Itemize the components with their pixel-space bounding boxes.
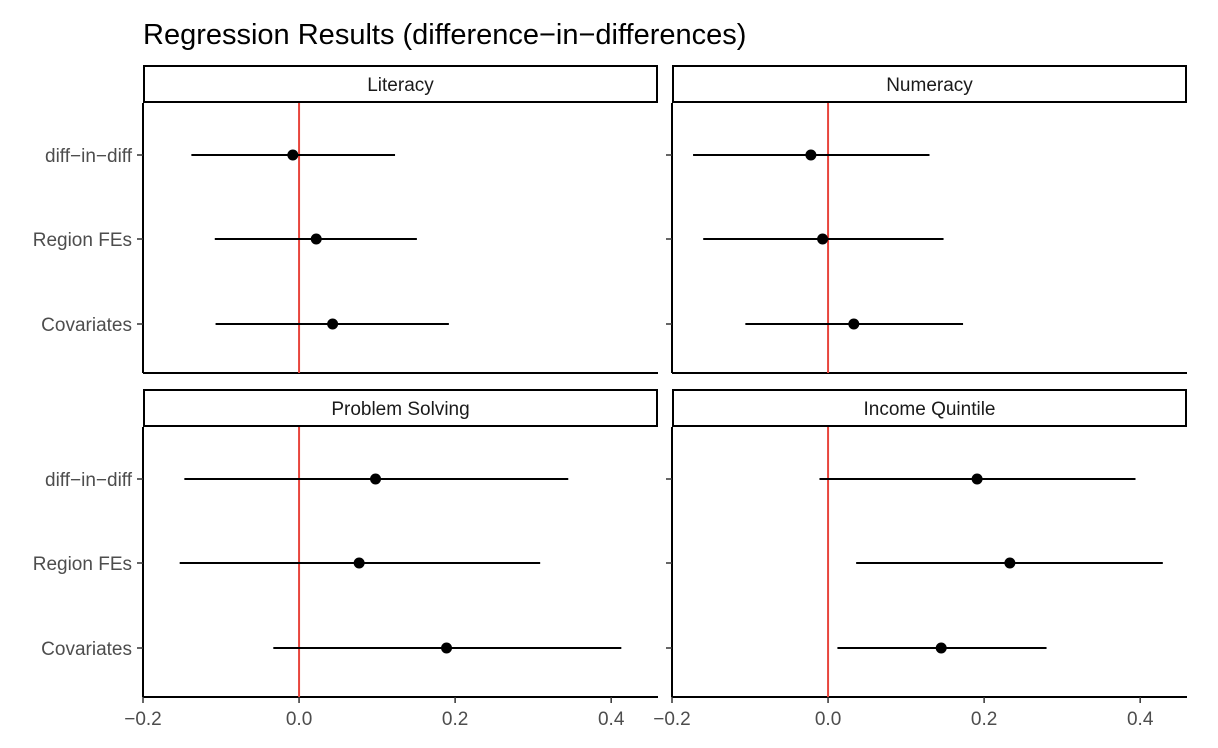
panel-income-quintile: Income Quintile −0.2 0.0 0.2 0.4 (653, 389, 1187, 730)
point-estimate (1004, 557, 1016, 569)
panel-strip (672, 65, 1187, 103)
panel-strip (143, 389, 658, 427)
point-estimate (817, 233, 829, 245)
panel-literacy: Literacy diff−in−diff Region FEs Covariates (33, 65, 658, 374)
point-estimate (805, 149, 817, 161)
x-tick-label: 0.4 (1127, 709, 1154, 730)
panel-strip-label: Problem Solving (331, 399, 469, 420)
panel-strip-label: Numeracy (886, 75, 973, 96)
x-tick-label: 0.2 (442, 709, 468, 730)
x-tick-label: −0.2 (124, 709, 162, 730)
panel-strip (672, 389, 1187, 427)
point-estimate (441, 642, 453, 654)
panel-strip-label: Income Quintile (863, 399, 995, 420)
point-estimate (935, 642, 947, 654)
x-tick-label: 0.0 (815, 709, 841, 730)
y-tick-label: diff−in−diff (45, 470, 133, 491)
x-tick-label: −0.2 (653, 709, 691, 730)
chart-title: Regression Results (difference−in−differ… (143, 19, 746, 51)
x-tick-label: 0.0 (286, 709, 312, 730)
y-tick-label: Region FEs (33, 554, 132, 575)
y-tick-label: diff−in−diff (45, 146, 133, 167)
y-tick-label: Covariates (41, 315, 132, 336)
point-estimate (971, 473, 983, 485)
y-tick-label: Covariates (41, 639, 132, 660)
point-estimate (287, 149, 299, 161)
point-estimate (327, 318, 339, 330)
x-tick-label: 0.2 (971, 709, 997, 730)
point-estimate (370, 473, 382, 485)
point-estimate (310, 233, 322, 245)
panel-problem-solving: Problem Solving diff−in−diff Region FEs Cov… (33, 389, 658, 730)
panel-strip-label: Literacy (367, 75, 434, 96)
point-estimate (353, 557, 365, 569)
point-estimate (848, 318, 860, 330)
x-tick-label: 0.4 (598, 709, 625, 730)
panel-numeracy: Numeracy (666, 65, 1187, 374)
panel-strip (143, 65, 658, 103)
y-tick-label: Region FEs (33, 230, 132, 251)
